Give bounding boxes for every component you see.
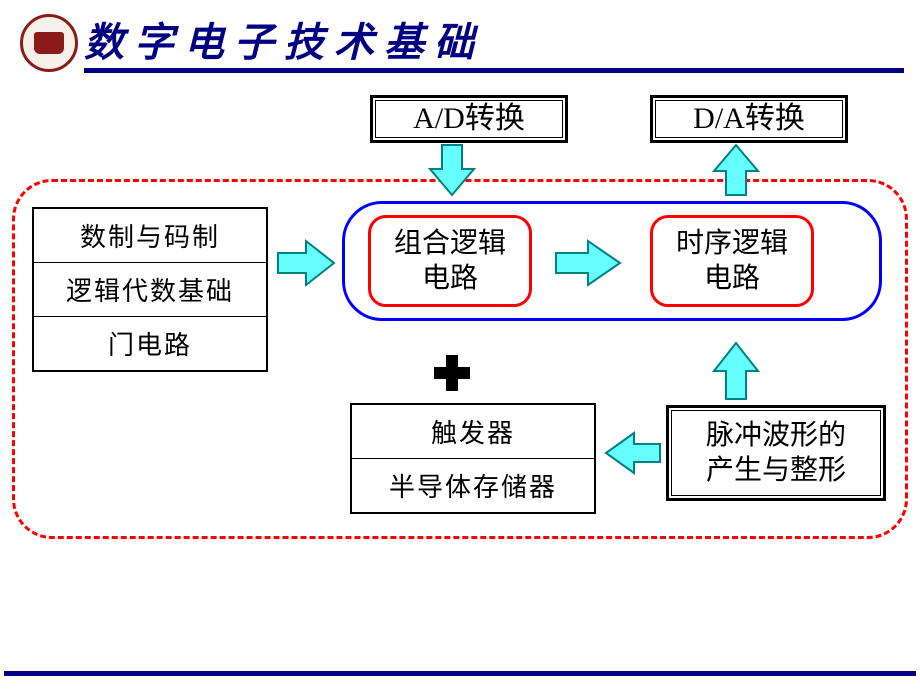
node-da-conversion: D/A转换	[650, 95, 848, 143]
node-comb-label: 组合逻辑电路组合逻辑电路	[394, 226, 506, 296]
node-pulse-label: 脉冲波形的产生与整形脉冲波形的产生与整形	[706, 418, 846, 488]
left-stack-row: 门电路	[34, 317, 266, 370]
diagram-area: A/D转换 D/A转换 数制与码制 逻辑代数基础 门电路 组合逻辑电路组合逻辑电…	[0, 85, 920, 645]
slide-title: 数字电子技术基础	[84, 10, 484, 68]
left-stack-row: 逻辑代数基础	[34, 263, 266, 317]
plus-icon	[434, 355, 470, 391]
arrow-comb-to-seq	[556, 241, 620, 285]
node-pulse-waveform: 脉冲波形的产生与整形脉冲波形的产生与整形	[666, 405, 886, 501]
node-ad-conversion: A/D转换	[370, 95, 568, 143]
node-da-label: D/A转换	[693, 100, 805, 138]
header: 数字电子技术基础	[0, 8, 920, 78]
arrow-left-to-blue	[278, 241, 334, 285]
node-combinational-logic: 组合逻辑电路组合逻辑电路	[368, 215, 532, 307]
mid-stack-row: 触发器	[352, 405, 594, 459]
arrow-seq-to-da	[714, 145, 758, 195]
node-ad-label: A/D转换	[413, 100, 525, 138]
arrow-pulse-to-mid	[606, 433, 660, 473]
university-logo	[20, 14, 78, 72]
mid-stack: 触发器 半导体存储器	[350, 403, 596, 514]
arrow-pulse-to-seq	[714, 343, 758, 399]
arrow-ad-to-comb	[430, 145, 474, 195]
mid-stack-row: 半导体存储器	[352, 459, 594, 512]
left-stack-row: 数制与码制	[34, 209, 266, 263]
title-underline	[84, 68, 904, 73]
left-stack: 数制与码制 逻辑代数基础 门电路	[32, 207, 268, 372]
slide: 数字电子技术基础 A/D转换 D/A转换 数制与码制 逻辑代数基础 门电路 组合…	[0, 0, 920, 690]
node-seq-label: 时序逻辑电路时序逻辑电路	[676, 226, 788, 296]
logo-shield-icon	[34, 32, 64, 54]
node-sequential-logic: 时序逻辑电路时序逻辑电路	[650, 215, 814, 307]
footer-rule	[4, 671, 916, 676]
